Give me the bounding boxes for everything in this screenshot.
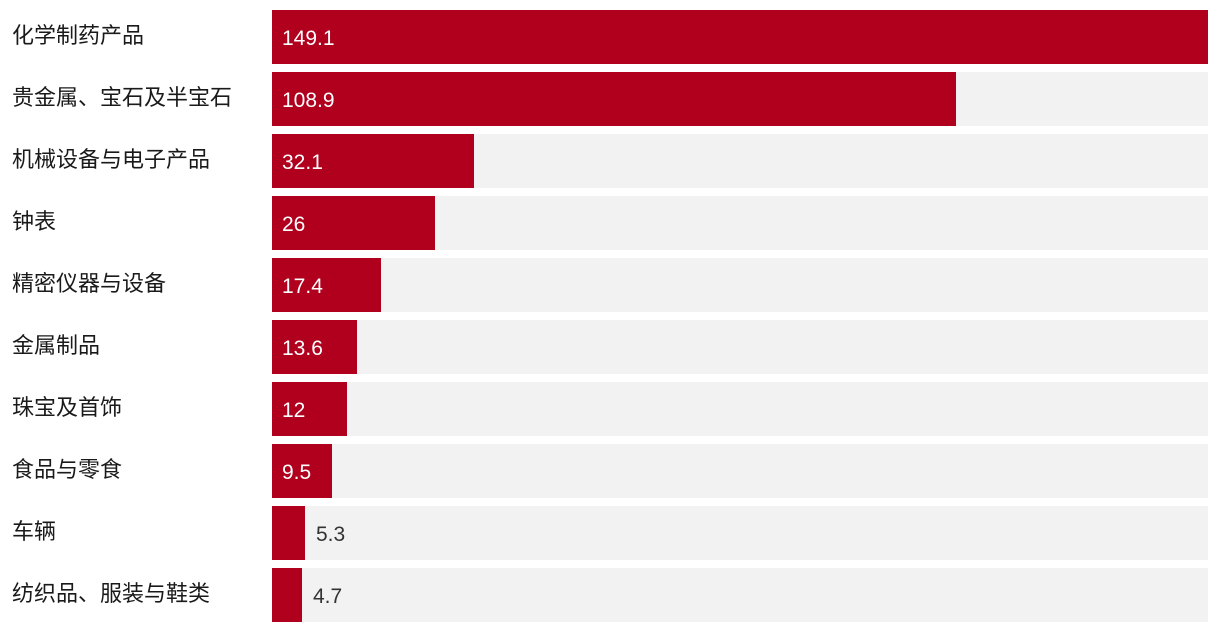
value-label: 13.6 (282, 337, 323, 360)
bar-track: 9.5 (272, 444, 1208, 498)
category-label: 车辆 (12, 520, 57, 545)
bar (272, 382, 347, 436)
bar-track: 149.1 (272, 10, 1208, 64)
bar (272, 444, 332, 498)
bar (272, 258, 381, 312)
bar-row: 纺织品、服装与鞋类 4.7 (0, 568, 1220, 622)
bar-row: 化学制药产品 149.1 (0, 10, 1220, 64)
bar-row: 车辆 5.3 (0, 506, 1220, 560)
value-label: 4.7 (313, 585, 343, 608)
bar-track: 4.7 (272, 568, 1208, 622)
bar-row: 钟表 26 (0, 196, 1220, 250)
bar-row: 珠宝及首饰 12 (0, 382, 1220, 436)
bar-track: 13.6 (272, 320, 1208, 374)
value-label: 12 (282, 399, 306, 422)
bar-track: 26 (272, 196, 1208, 250)
bar (272, 506, 305, 560)
bar (272, 10, 1208, 64)
category-label: 食品与零食 (12, 458, 123, 483)
bar (272, 320, 357, 374)
bar-track: 32.1 (272, 134, 1208, 188)
category-label: 贵金属、宝石及半宝石 (12, 86, 233, 111)
value-label: 17.4 (282, 275, 323, 298)
category-label: 钟表 (12, 210, 57, 235)
value-label: 32.1 (282, 151, 323, 174)
bar-track: 108.9 (272, 72, 1208, 126)
bar-track: 5.3 (272, 506, 1208, 560)
value-label: 149.1 (282, 27, 335, 50)
bar-row: 金属制品 13.6 (0, 320, 1220, 374)
category-label: 珠宝及首饰 (12, 396, 123, 421)
value-label: 108.9 (282, 89, 335, 112)
category-label: 机械设备与电子产品 (12, 148, 211, 173)
bar-row: 机械设备与电子产品 32.1 (0, 134, 1220, 188)
category-label: 精密仪器与设备 (12, 272, 167, 297)
bar (272, 72, 956, 126)
category-label: 化学制药产品 (12, 24, 145, 49)
bar (272, 568, 302, 622)
bar-row: 贵金属、宝石及半宝石 108.9 (0, 72, 1220, 126)
value-label: 9.5 (282, 461, 312, 484)
bar-track: 12 (272, 382, 1208, 436)
bar-row: 食品与零食 9.5 (0, 444, 1220, 498)
value-label: 5.3 (316, 523, 346, 546)
bar-row: 精密仪器与设备 17.4 (0, 258, 1220, 312)
bar (272, 196, 435, 250)
bar-track: 17.4 (272, 258, 1208, 312)
category-label: 金属制品 (12, 334, 101, 359)
bar (272, 134, 474, 188)
value-label: 26 (282, 213, 306, 236)
category-label: 纺织品、服装与鞋类 (12, 582, 211, 607)
